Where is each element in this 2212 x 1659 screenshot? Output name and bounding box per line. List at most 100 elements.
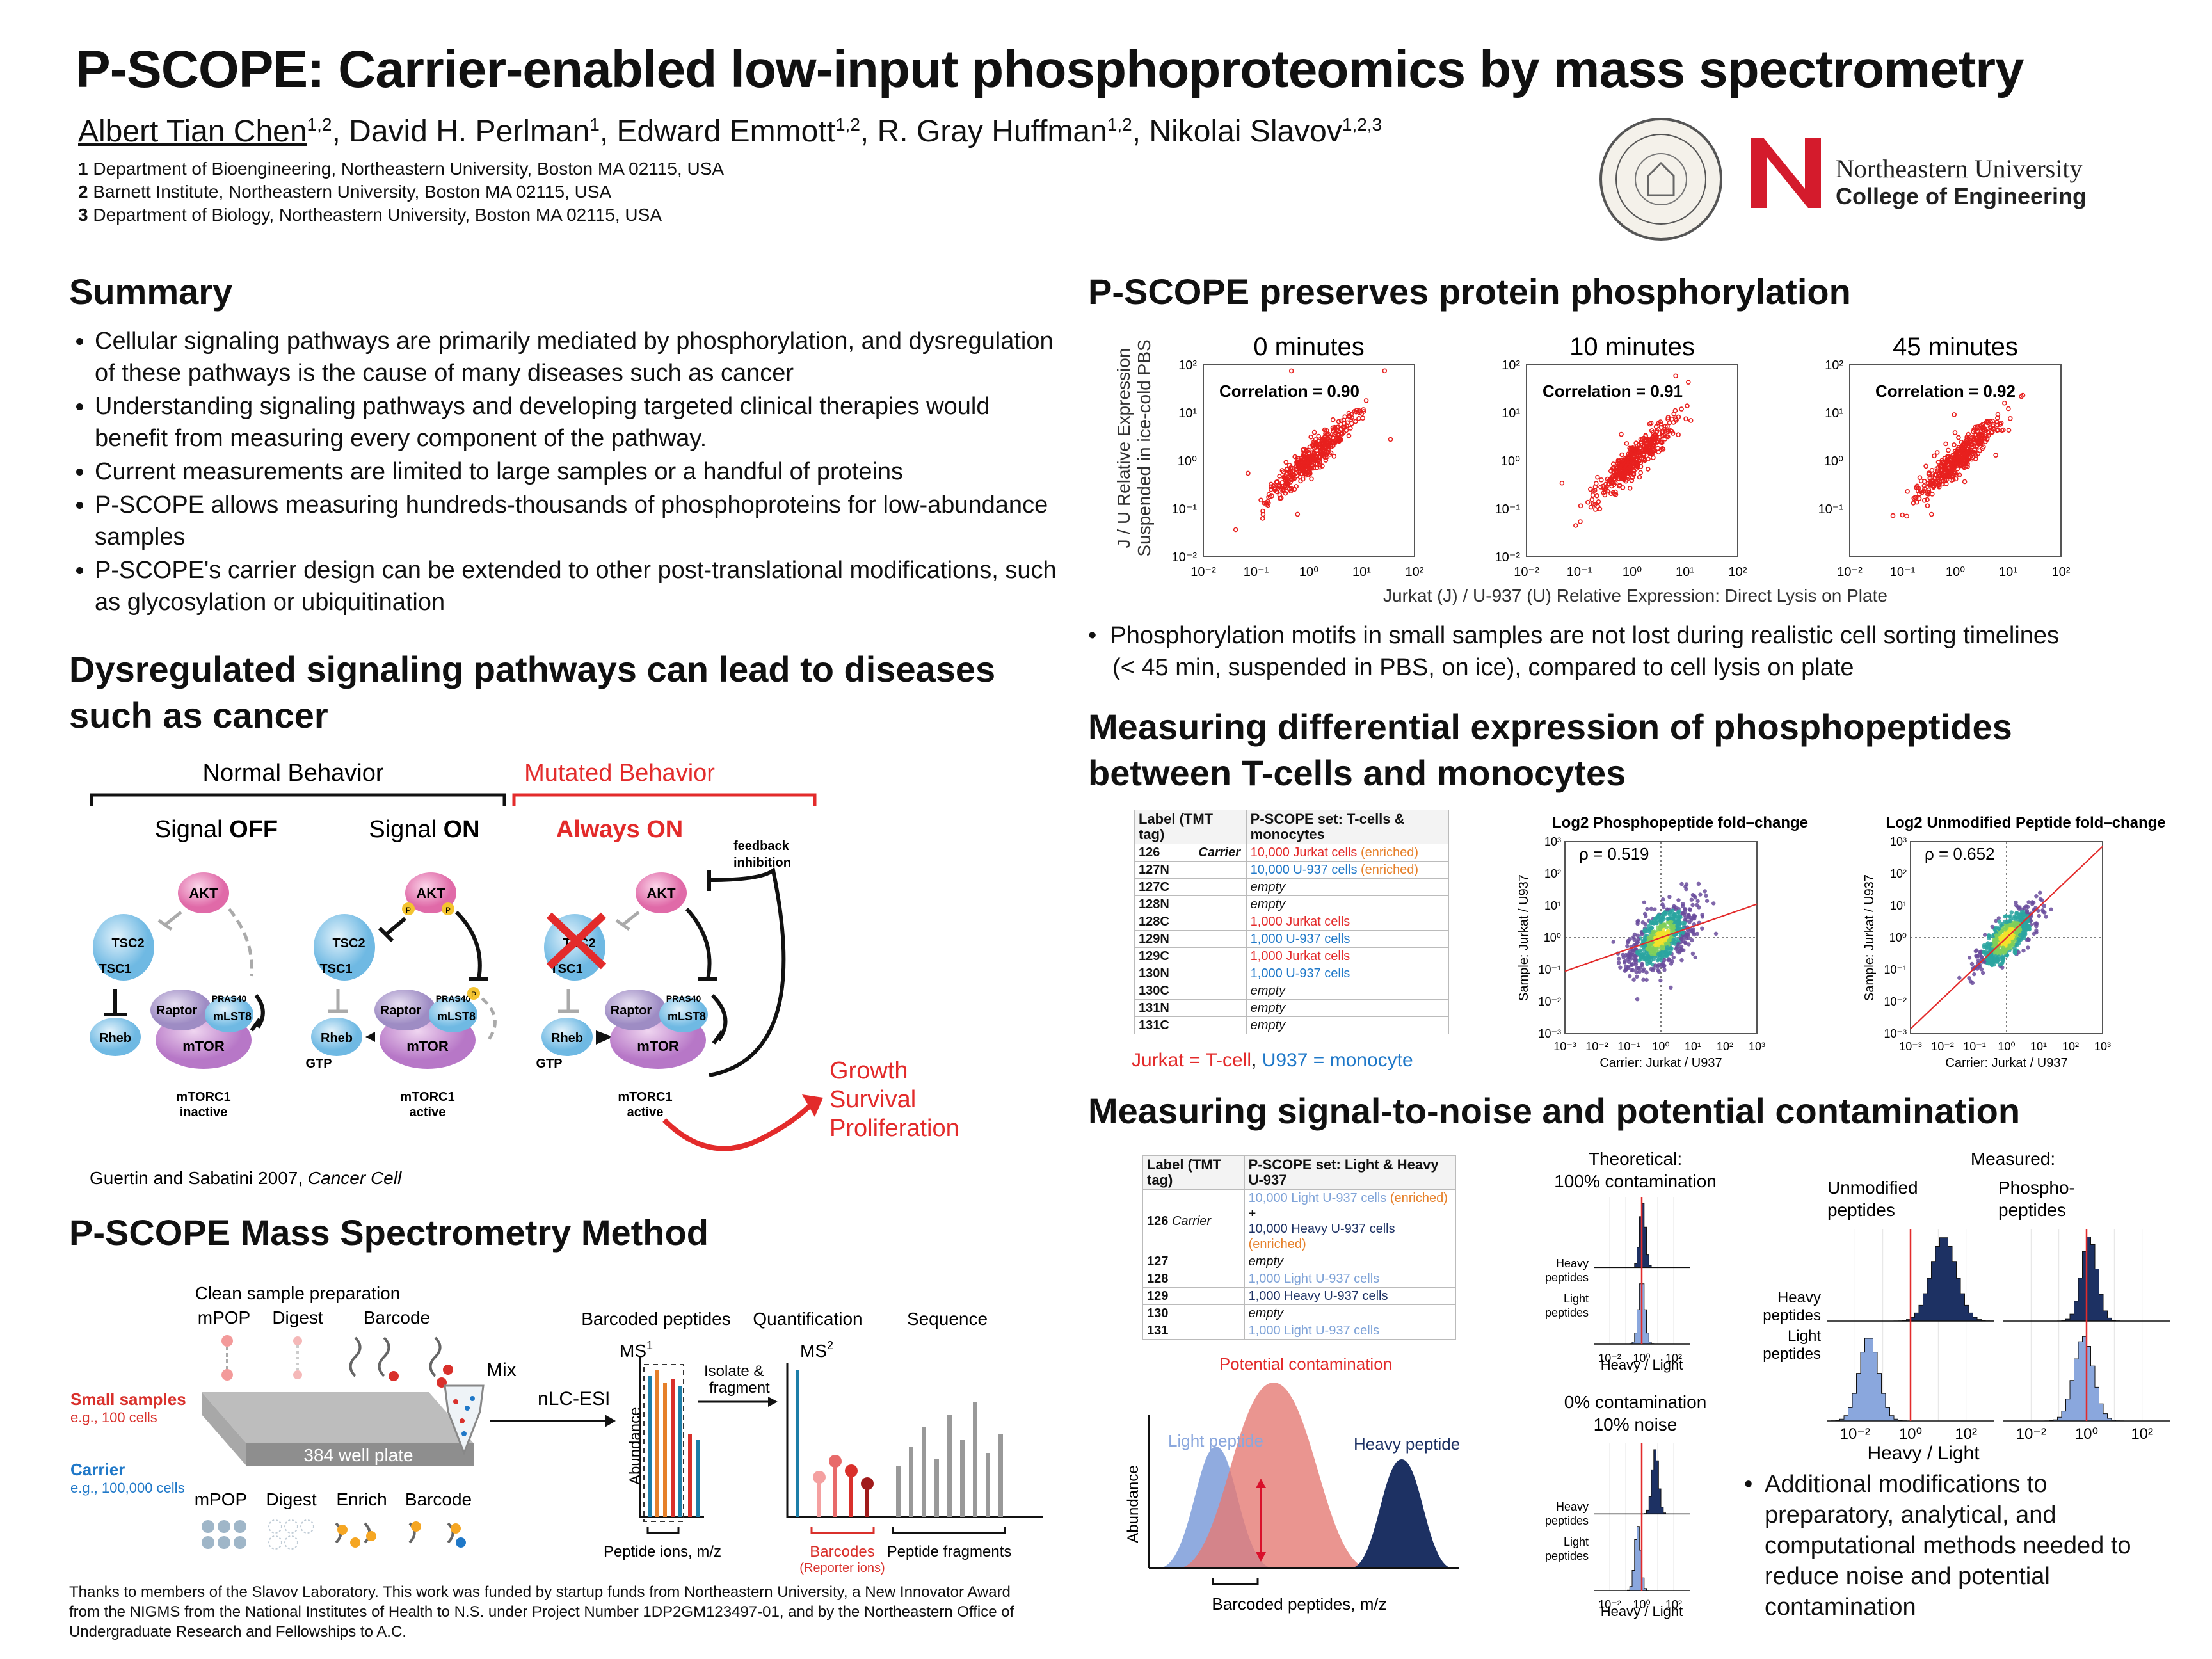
data-point (1921, 498, 1927, 503)
data-point (1327, 452, 1333, 457)
data-point (1633, 466, 1639, 471)
svg-text:AKT: AKT (189, 885, 218, 901)
data-point (1969, 435, 1975, 440)
phosphorylation-scatter-panels: J / U Relative Expression Suspended in i… (1114, 333, 2071, 605)
data-point (1627, 486, 1633, 491)
outcome-survival: Survival (830, 1086, 916, 1113)
data-point (1658, 447, 1663, 453)
data-point (1629, 962, 1634, 966)
data-point (1317, 464, 1323, 470)
y-tick-label: 10⁰ (1824, 454, 1843, 469)
unmodified-label-1: Unmodified (1827, 1178, 1918, 1198)
svg-text:TSC1: TSC1 (319, 962, 352, 976)
data-point (1627, 955, 1631, 960)
x-tick-label: 10⁰ (2075, 1425, 2098, 1443)
data-point (1692, 913, 1696, 918)
data-point (2018, 933, 2023, 938)
barcoded-mz-label: Barcoded peptides, m/z (1212, 1594, 1386, 1614)
data-point (1299, 471, 1305, 477)
data-point (1959, 444, 1964, 449)
data-point (1695, 899, 1700, 903)
data-point (1998, 963, 2002, 967)
heavy-row-label: Heavy (1777, 1289, 1821, 1306)
data-point (1283, 460, 1289, 465)
data-point (1289, 486, 1294, 492)
quantification-label: Quantification (753, 1309, 862, 1329)
data-point (1631, 952, 1636, 958)
data-point (1686, 380, 1691, 385)
data-point (1994, 419, 2000, 425)
data-point (1983, 435, 1988, 441)
data-point (1683, 907, 1688, 911)
svg-text:mLST8: mLST8 (213, 1010, 252, 1023)
svg-text:PRAS40: PRAS40 (436, 993, 471, 1004)
svg-text:mTOR: mTOR (637, 1038, 679, 1054)
nlc-label: nLC-ESI (538, 1388, 610, 1409)
data-point (1667, 938, 1671, 942)
data-point (1336, 419, 1342, 424)
data-point (1658, 927, 1663, 931)
data-point (1669, 961, 1674, 966)
data-point (1673, 905, 1678, 910)
data-point (1260, 508, 1265, 514)
x-tick-label: 10² (1717, 1040, 1733, 1053)
data-point (1681, 904, 1685, 908)
ms2-label: MS2 (800, 1339, 833, 1361)
data-point (1649, 906, 1654, 911)
data-point (1922, 479, 1927, 484)
data-point (1596, 499, 1601, 504)
data-point (1677, 950, 1681, 955)
data-point (1327, 440, 1333, 445)
data-point (1914, 499, 1919, 505)
data-point (1989, 956, 1994, 961)
data-point (1337, 437, 1343, 442)
data-point (1683, 416, 1688, 422)
data-point (2024, 927, 2030, 932)
data-point (1703, 889, 1707, 894)
fit-line (1564, 903, 1758, 972)
barcoded-peptides-label: Barcoded peptides (581, 1309, 731, 1329)
data-point (1687, 942, 1691, 947)
data-point (1700, 926, 1704, 931)
data-point (1272, 485, 1278, 490)
data-point (1656, 963, 1661, 968)
x-tick-label: 10¹ (1352, 565, 1371, 579)
data-point (2001, 934, 2005, 938)
data-point (1911, 495, 1916, 501)
y-tick-label: 10⁻¹ (1495, 502, 1521, 517)
data-point (1704, 894, 1708, 898)
data-point (1233, 527, 1238, 533)
x-tick-label: 10³ (2094, 1040, 2111, 1053)
mutated-behavior-label: Mutated Behavior (524, 760, 715, 787)
data-point (1296, 469, 1302, 474)
signal-on-label: Signal ON (369, 816, 479, 843)
data-point (1979, 955, 1984, 959)
data-point (1642, 911, 1647, 917)
data-point (1987, 934, 1992, 939)
scatter-panel-2: 45 minutes 10⁻² 10⁻¹ 10⁰ 10¹ 10² 10⁻¹ 10⁰ 10¹ 10²… (1818, 333, 2071, 579)
data-point (2049, 907, 2053, 911)
data-point (1655, 932, 1660, 936)
data-point (1619, 452, 1624, 458)
data-point (1656, 941, 1660, 945)
data-point (1649, 933, 1654, 938)
x-tick-label: 10⁻² (1514, 565, 1539, 579)
data-point (1595, 504, 1601, 509)
data-point (1696, 881, 1701, 886)
data-point (1994, 933, 1999, 938)
data-point (1685, 403, 1690, 408)
summary-bullet: Cellular signaling pathways are primaril… (95, 325, 1068, 389)
peptide-fragments-label: Peptide fragments (887, 1543, 1012, 1560)
mtorc1-state-label: mTORC1 inactive (176, 1090, 230, 1119)
data-point (1353, 419, 1358, 424)
data-point (1974, 954, 1978, 958)
x-tick-label: 10⁻² (1585, 1040, 1608, 1053)
data-point (1943, 441, 1948, 447)
data-point (1944, 481, 1949, 486)
data-point (1689, 917, 1694, 922)
data-point (1315, 458, 1321, 463)
data-point (1361, 407, 1366, 412)
data-point (1672, 408, 1678, 413)
summary-bullet: Understanding signaling pathways and dev… (95, 390, 1068, 454)
data-point (1649, 452, 1655, 457)
